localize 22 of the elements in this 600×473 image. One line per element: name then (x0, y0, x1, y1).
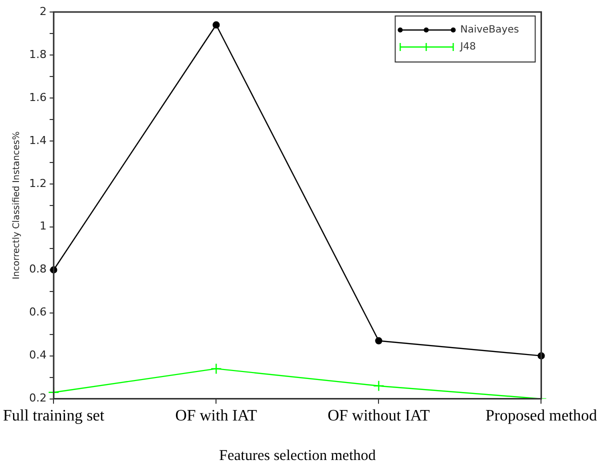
point (373, 380, 384, 392)
x-tick-label: Full training set (3, 408, 105, 425)
x-tick-label: Proposed method (485, 408, 597, 425)
y-tick-label: 1.2 (29, 176, 47, 190)
point (375, 337, 382, 344)
y-tick-label: 1.8 (29, 48, 47, 61)
y-axis-title: Incorrectly Classified Instances% (12, 130, 22, 280)
legend-label: J48 (459, 42, 476, 53)
x-axis-title: Features selection method (219, 448, 376, 464)
legend-label: NaiveBayes (460, 24, 519, 36)
y-tick-label: 1.4 (29, 134, 47, 147)
y-tick-label: 2 (40, 4, 47, 18)
y-tick-label: 0.8 (29, 262, 47, 276)
x-tick-label: OF without IAT (328, 408, 430, 425)
y-tick-label: 0.6 (29, 306, 47, 319)
y-tick-label: 1 (40, 220, 47, 233)
y-tick-label: 0.2 (29, 392, 47, 405)
point (212, 21, 220, 28)
point (210, 363, 222, 374)
y-tick-label: 1.6 (29, 90, 47, 104)
x-tick-label: OF with IAT (175, 408, 258, 425)
y-tick-label: 0.4 (29, 348, 47, 362)
